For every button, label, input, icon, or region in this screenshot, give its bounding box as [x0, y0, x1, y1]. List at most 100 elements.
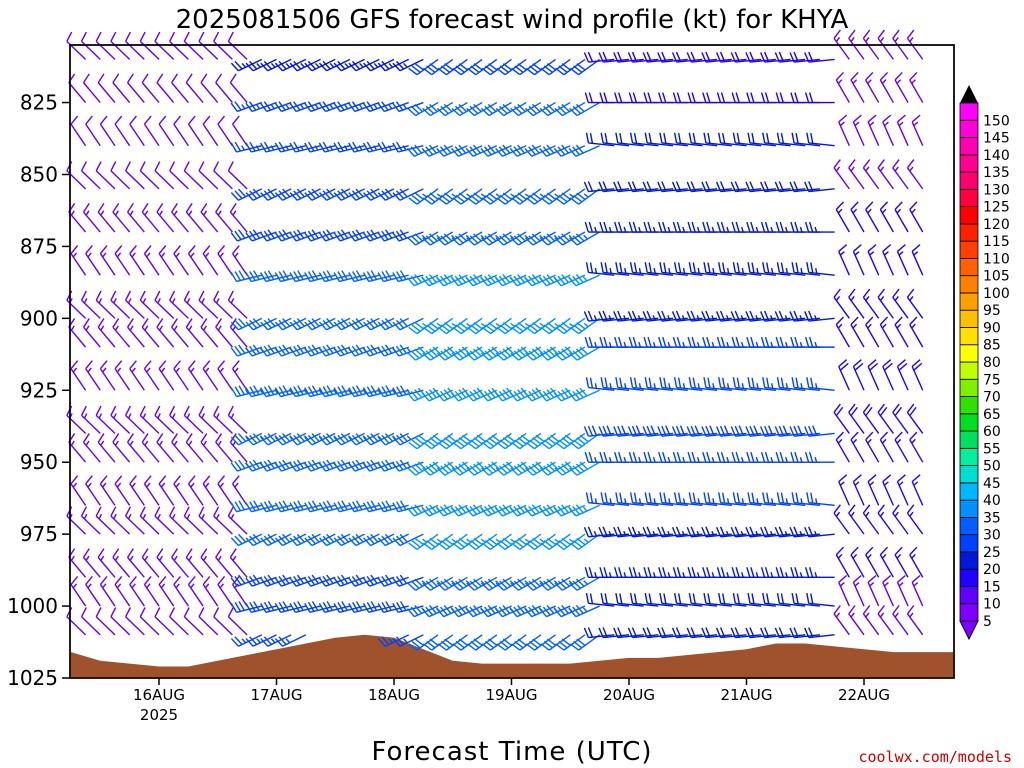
- wind-barb: [865, 71, 880, 103]
- wind-barb: [789, 627, 821, 639]
- wind-barb: [718, 262, 747, 276]
- wind-barb: [774, 51, 806, 63]
- wind-barb: [848, 159, 865, 190]
- wind-barb: [465, 504, 498, 517]
- colorbar-label: 50: [983, 459, 1001, 475]
- wind-barb: [185, 433, 204, 463]
- wind-barb: [539, 274, 571, 287]
- wind-barb: [289, 533, 321, 547]
- wind-barb: [141, 433, 160, 463]
- colorbar-swatch: [959, 586, 979, 605]
- wind-barb: [202, 115, 219, 147]
- wind-barb: [213, 290, 233, 319]
- wind-barb: [568, 274, 600, 287]
- wind-barb: [879, 431, 894, 463]
- wind-barb: [436, 346, 468, 361]
- wind-barb: [245, 317, 277, 331]
- wind-barb: [833, 288, 850, 319]
- wind-barb: [82, 548, 101, 578]
- wind-barb: [230, 634, 263, 647]
- wind-barb: [850, 431, 865, 463]
- wind-barb: [732, 262, 762, 276]
- wind-barb: [392, 270, 424, 283]
- wind-barb: [658, 336, 688, 348]
- wind-barb: [274, 533, 307, 547]
- wind-barb: [406, 387, 439, 402]
- wind-barb: [110, 405, 131, 434]
- wind-barb: [229, 202, 248, 233]
- wind-barb: [747, 377, 776, 391]
- colorbar-label: 75: [983, 372, 1001, 388]
- wind-barb: [865, 316, 880, 348]
- wind-barb: [747, 592, 776, 607]
- wind-barb: [289, 188, 321, 201]
- wind-barb: [554, 576, 586, 591]
- x-tick-label: 21AUG: [721, 686, 773, 704]
- colorbar-label: 20: [983, 562, 1001, 578]
- wind-barb: [97, 202, 116, 233]
- wind-barb: [173, 115, 189, 147]
- wind-barb: [896, 114, 909, 146]
- wind-barb: [688, 262, 718, 276]
- wind-barb: [524, 387, 556, 402]
- wind-barb: [804, 567, 835, 578]
- wind-barb: [906, 605, 924, 636]
- wind-barb: [213, 607, 233, 636]
- wind-barb: [289, 317, 321, 331]
- colorbar-swatch: [959, 378, 979, 397]
- wind-barb: [333, 58, 365, 72]
- wind-barb: [304, 432, 336, 446]
- colorbar-label: 110: [983, 251, 1010, 267]
- colorbar-swatch: [959, 327, 979, 346]
- wind-barb: [862, 403, 880, 434]
- wind-barb: [407, 101, 439, 117]
- wind-barb: [230, 533, 263, 547]
- wind-barb: [80, 405, 101, 434]
- colorbar-label: 40: [983, 493, 1001, 509]
- wind-barb: [718, 492, 747, 507]
- x-axis: 16AUG 17AUG 18AUG 19AUG 20AUG 21AUG 22AUG: [133, 678, 890, 704]
- wind-barb: [421, 387, 454, 402]
- wind-barb: [215, 548, 233, 578]
- wind-barb: [213, 405, 233, 434]
- colorbar-label: 115: [983, 234, 1010, 250]
- wind-barb: [835, 431, 850, 463]
- wind-barb: [392, 634, 424, 647]
- wind-barb: [70, 115, 87, 147]
- wind-barb: [848, 605, 865, 636]
- wind-barb: [171, 73, 189, 103]
- wind-barb: [867, 359, 880, 391]
- wind-barb: [745, 181, 776, 193]
- colorbar-swatch: [959, 275, 979, 294]
- wind-barb: [171, 202, 189, 233]
- wind-barb: [882, 359, 895, 391]
- wind-barb: [363, 317, 395, 331]
- wind-barb: [158, 245, 175, 276]
- wind-barb: [114, 115, 131, 147]
- wind-barb: [185, 202, 204, 233]
- wind-barb: [539, 461, 571, 476]
- wind-barb: [422, 461, 454, 476]
- wind-barb: [495, 101, 527, 117]
- colorbar-label: 95: [983, 303, 1001, 319]
- wind-barb: [112, 433, 131, 463]
- wind-barb: [97, 433, 116, 463]
- wind-barb: [539, 231, 571, 246]
- y-axis: 825 850 875 900 925 950 975 1000 1025: [7, 91, 70, 690]
- wind-barb: [892, 29, 909, 60]
- wind-barb: [436, 231, 468, 246]
- wind-barb: [539, 144, 571, 157]
- wind-barb: [85, 575, 101, 607]
- wind-barb: [894, 201, 909, 233]
- wind-barb: [304, 533, 336, 547]
- colorbar-label: 145: [983, 131, 1010, 147]
- wind-barb: [598, 51, 630, 63]
- colorbar-swatch: [959, 344, 979, 363]
- wind-barb: [124, 607, 145, 636]
- wind-barb: [850, 316, 865, 348]
- wind-barb: [183, 161, 204, 190]
- colorbar-label: 90: [983, 320, 1001, 336]
- wind-barb: [154, 161, 175, 190]
- colorbar-swatch: [959, 206, 979, 225]
- wind-barb: [139, 405, 160, 434]
